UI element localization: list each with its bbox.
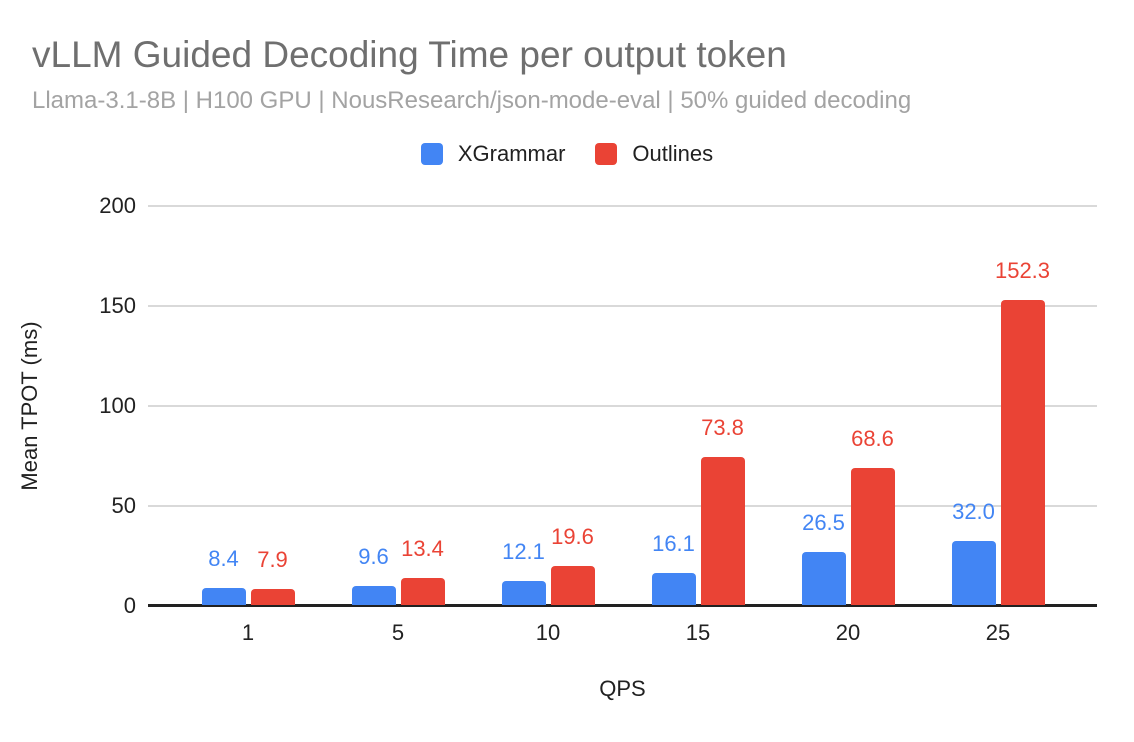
legend-item-xgrammar: XGrammar <box>420 141 566 167</box>
x-tick-label-1: 1 <box>241 620 255 645</box>
bar-outlines-qps-5 <box>400 578 445 605</box>
bar-value-outlines-qps-25: 152.3 <box>994 258 1051 284</box>
y-tick-label-50: 50 <box>111 493 136 518</box>
bar-xgrammar-qps-25 <box>951 541 996 605</box>
y-tick-label-200: 200 <box>99 193 136 218</box>
legend-label-xgrammar: XGrammar <box>457 141 566 166</box>
bar-outlines-qps-1 <box>250 589 295 605</box>
legend-swatch-outlines <box>595 143 618 165</box>
bar-value-xgrammar-qps-1: 8.4 <box>208 546 239 572</box>
bar-outlines-qps-15 <box>700 457 745 605</box>
bar-value-xgrammar-qps-15: 16.1 <box>652 530 695 556</box>
bar-xgrammar-qps-15 <box>651 572 696 605</box>
gridline-50 <box>148 505 1097 507</box>
chart-title: vLLM Guided Decoding Time per output tok… <box>32 34 787 75</box>
bar-xgrammar-qps-1 <box>201 588 246 605</box>
legend-label-outlines: Outlines <box>632 141 714 166</box>
y-tick-label-100: 100 <box>99 393 136 418</box>
chart-region: Mean TPOT (ms) 8.4 7.9 1 9.6 13.4 5 12.1 19.6 10… <box>0 193 1134 645</box>
x-tick-label-5: 5 <box>391 620 405 645</box>
x-tick-label-15: 15 <box>685 620 711 645</box>
x-tick-label-10: 10 <box>535 620 561 645</box>
bar-value-xgrammar-qps-25: 32.0 <box>952 499 995 524</box>
x-axis-line <box>148 604 1097 607</box>
bar-outlines-qps-20 <box>850 467 895 605</box>
y-tick-label-0: 0 <box>123 593 136 618</box>
bar-outlines-qps-10 <box>550 565 595 605</box>
bar-value-xgrammar-qps-5: 9.6 <box>358 543 389 569</box>
gridline-100 <box>148 405 1097 407</box>
x-axis-title: QPS <box>599 676 646 701</box>
bar-value-outlines-qps-5: 13.4 <box>401 536 444 562</box>
bar-value-outlines-qps-10: 19.6 <box>551 523 594 549</box>
bar-xgrammar-qps-5 <box>351 585 396 605</box>
bar-value-outlines-qps-15: 73.8 <box>701 415 744 441</box>
gridline-200 <box>148 205 1097 207</box>
bar-xgrammar-qps-10 <box>501 580 546 605</box>
legend-swatch-xgrammar <box>420 143 443 165</box>
chart-subtitle: Llama-3.1-8B | H100 GPU | NousResearch/j… <box>32 87 912 114</box>
legend-item-outlines: Outlines <box>595 141 713 167</box>
bar-value-xgrammar-qps-20: 26.5 <box>802 510 845 535</box>
legend: XGrammar Outlines <box>0 141 1134 167</box>
y-tick-label-150: 150 <box>99 293 136 318</box>
bar-value-outlines-qps-20: 68.6 <box>851 425 894 451</box>
bar-value-outlines-qps-1: 7.9 <box>257 547 288 573</box>
bar-outlines-qps-25 <box>1000 300 1045 605</box>
x-tick-label-25: 25 <box>985 620 1011 645</box>
plot-area: 8.4 7.9 1 9.6 13.4 5 12.1 19.6 10 16.1 73.8 15 26.5 6… <box>148 205 1097 645</box>
bar-xgrammar-qps-20 <box>801 552 846 605</box>
x-tick-label-20: 20 <box>835 620 861 645</box>
gridline-150 <box>148 305 1097 307</box>
bar-value-xgrammar-qps-10: 12.1 <box>502 538 545 564</box>
